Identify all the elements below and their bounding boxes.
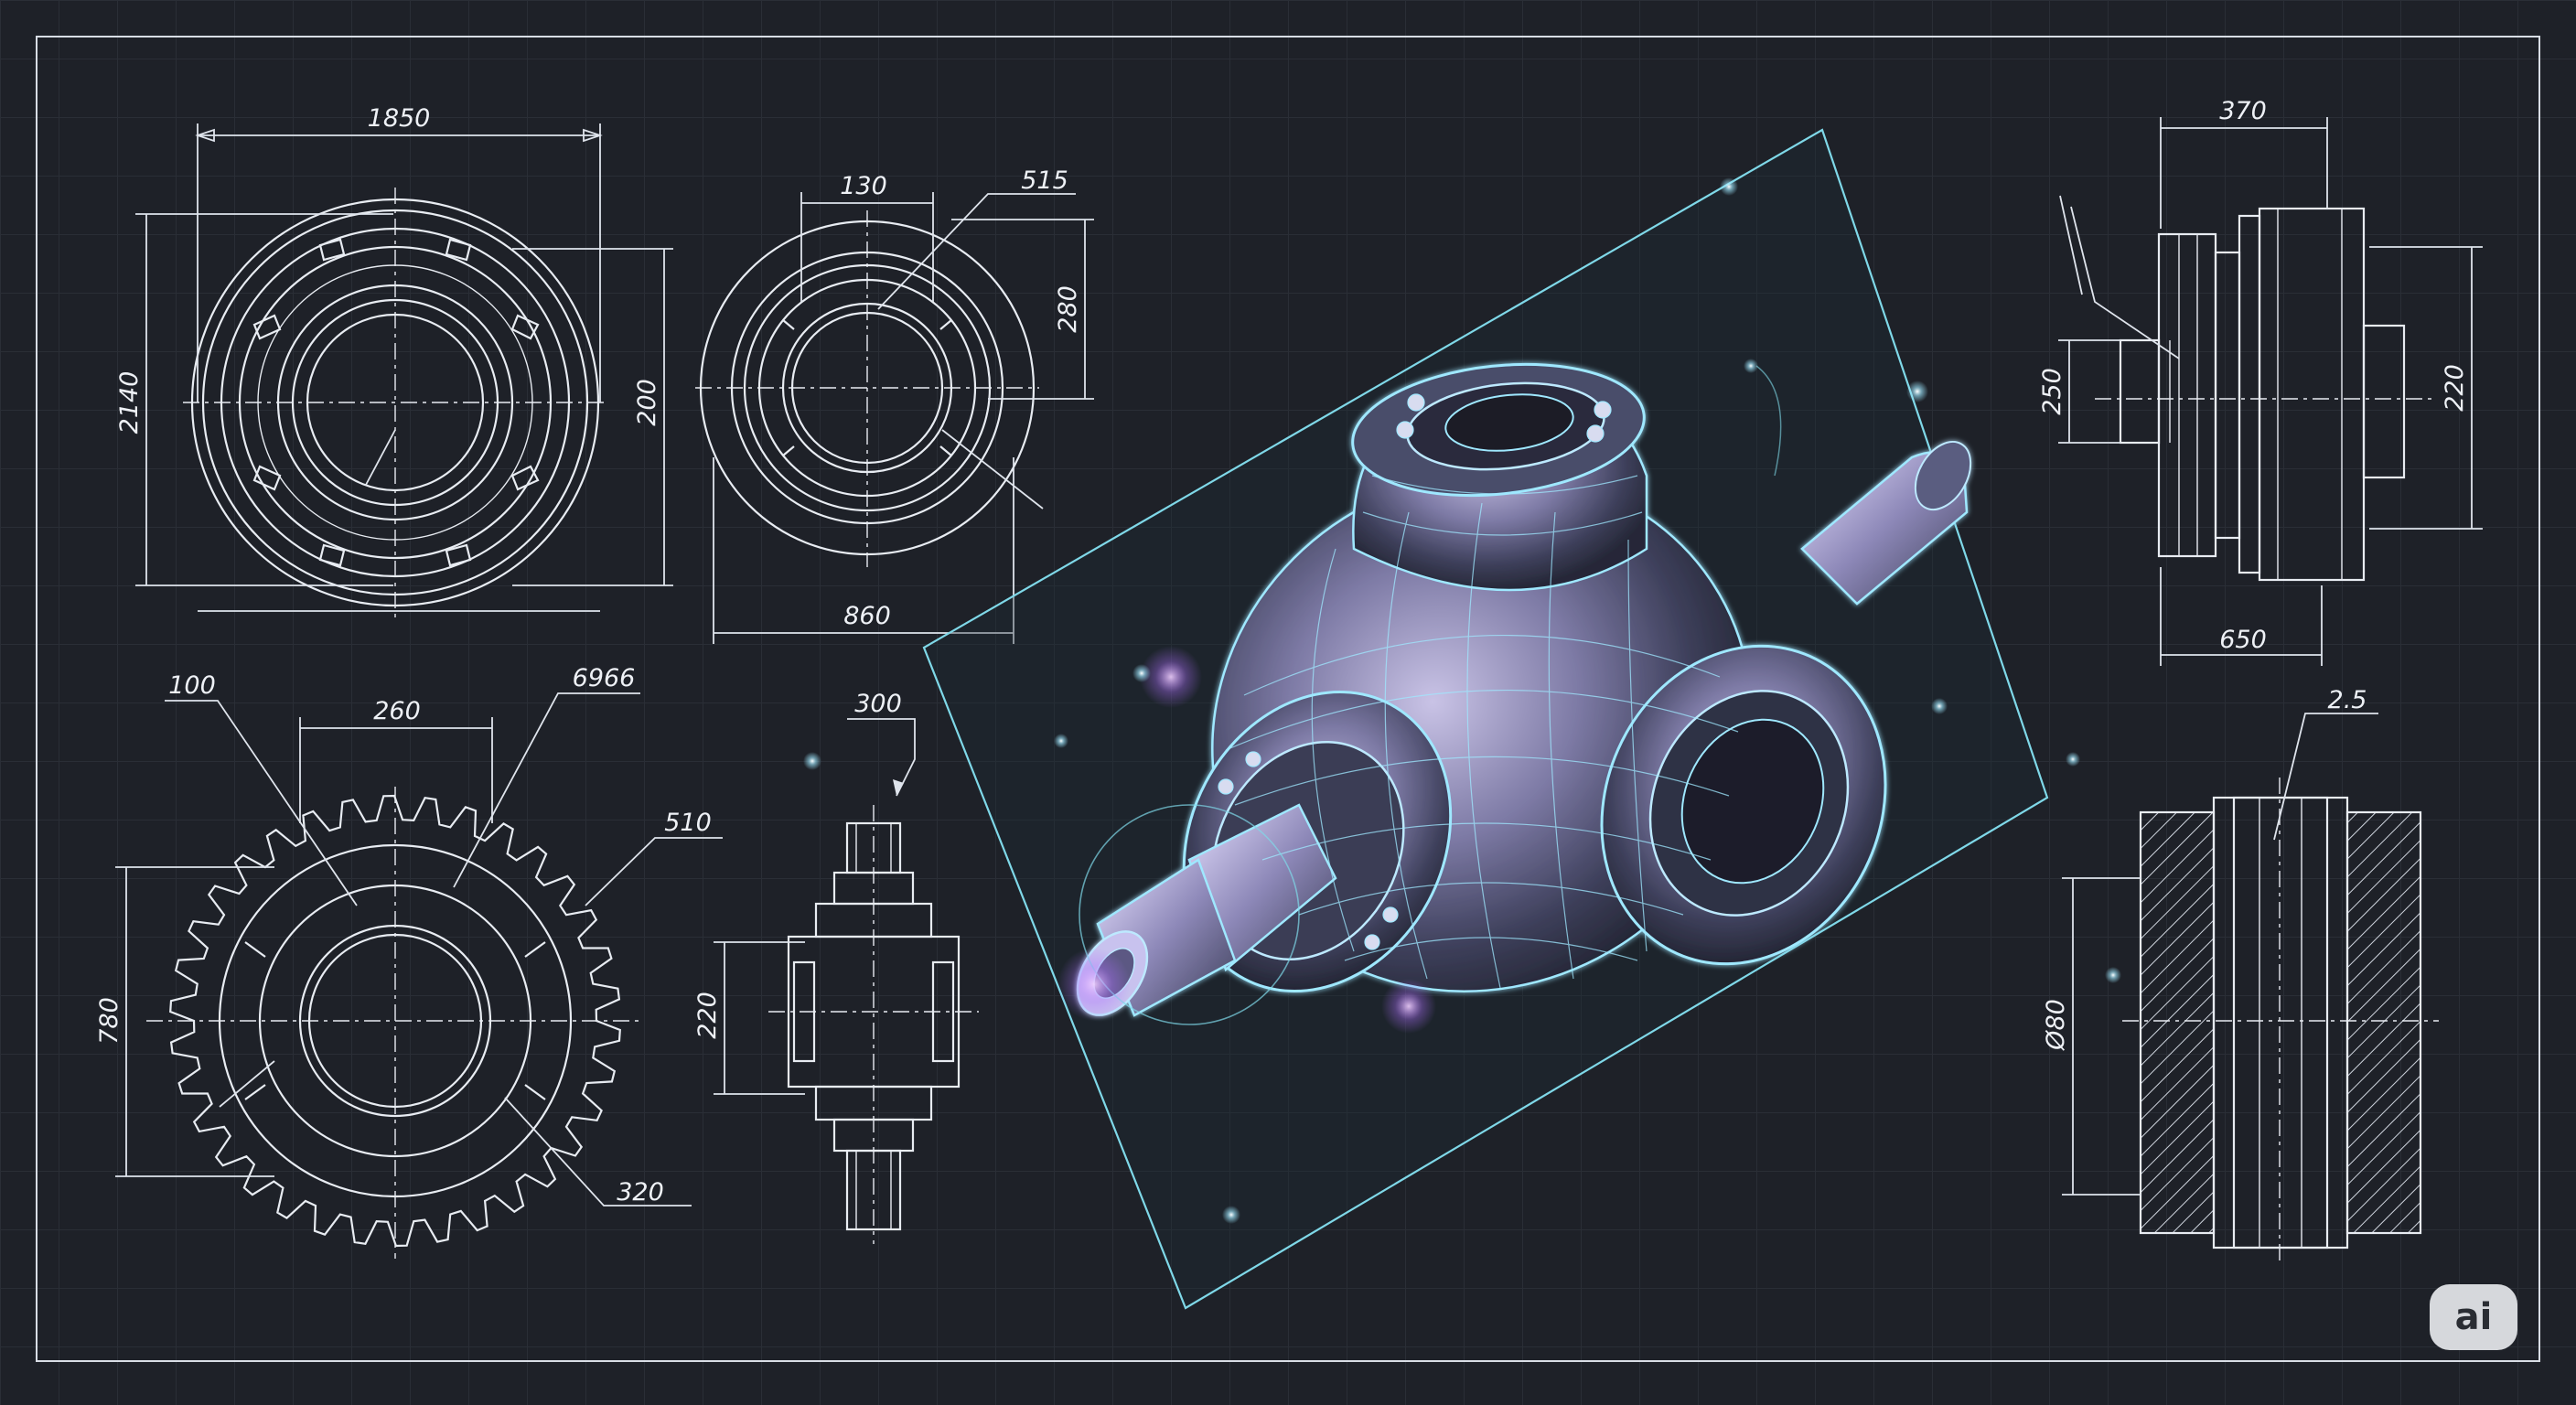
dim-section-leader: 2.5 — [2328, 686, 2367, 714]
dim-section-height: Ø80 — [2042, 999, 2070, 1051]
drawing-frame — [36, 36, 2540, 1362]
view-3d-housing — [803, 128, 2121, 1310]
view-gear: 260 100 6966 510 780 320 — [95, 664, 723, 1259]
dim-gear-side-leader: 510 — [664, 809, 712, 837]
dim-side-left: 250 — [2038, 368, 2066, 415]
dim-gear-height: 780 — [95, 997, 123, 1045]
dim-gear-left-leader: 100 — [168, 671, 216, 700]
view-ring-small: 130 515 280 860 — [695, 166, 1094, 644]
view-ring-large: 1850 2140 200 — [115, 104, 673, 617]
dim-ring-height: 2140 — [115, 371, 144, 434]
ai-badge-label: ai — [2454, 1296, 2493, 1338]
sparkles — [803, 177, 2121, 1224]
dim-ring-inner: 200 — [633, 379, 661, 426]
dim-small-height: 280 — [1054, 285, 1082, 333]
dim-gear-pitch: 260 — [373, 697, 421, 725]
dim-shaft-height: 220 — [693, 992, 722, 1039]
ai-badge-icon: ai — [2430, 1284, 2517, 1350]
dim-side-right: 220 — [2441, 364, 2469, 412]
dim-ring-width: 1850 — [368, 104, 431, 133]
view-side-profile: 370 250 220 650 — [2038, 97, 2483, 666]
dim-side-width: 370 — [2219, 97, 2267, 125]
dim-small-width: 130 — [840, 172, 887, 200]
dim-small-bottom: 860 — [843, 602, 891, 630]
view-shaft: 300 220 — [693, 690, 979, 1244]
view-section: 2.5 Ø80 — [2042, 686, 2439, 1266]
dim-shaft-top: 300 — [854, 690, 902, 718]
dim-side-bottom: 650 — [2219, 626, 2267, 654]
dim-gear-right-leader: 6966 — [573, 664, 636, 692]
dim-small-leader: 515 — [1021, 166, 1068, 195]
dim-gear-bottom-leader: 320 — [617, 1178, 664, 1207]
